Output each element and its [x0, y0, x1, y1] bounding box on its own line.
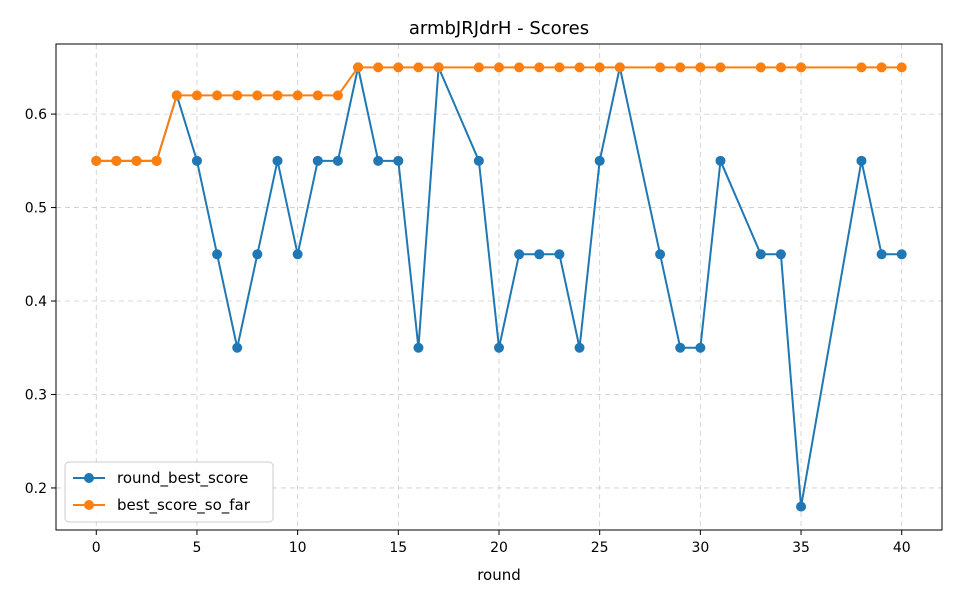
data-point [494, 342, 504, 353]
data-point [111, 155, 122, 166]
data-point [212, 90, 223, 101]
data-point [775, 249, 786, 260]
data-point [896, 62, 907, 73]
data-point [433, 62, 444, 73]
legend-marker [84, 500, 94, 510]
data-point [796, 501, 807, 512]
data-point [775, 62, 786, 73]
data-point [171, 90, 182, 101]
data-point [534, 62, 545, 73]
data-point [373, 62, 384, 73]
series-line [96, 66, 902, 508]
data-point [715, 155, 726, 166]
legend-marker [84, 473, 94, 483]
data-point [856, 155, 867, 166]
legend-box [64, 461, 274, 523]
grid-lines [56, 44, 942, 530]
x-tick-label: 40 [893, 540, 911, 556]
data-point [413, 62, 424, 73]
legend: round_best_score best_score_so_far [64, 461, 274, 523]
data-point [413, 342, 424, 353]
data-point [332, 155, 343, 166]
data-point [312, 90, 323, 101]
data-point [272, 155, 283, 166]
x-tick-label: 25 [591, 540, 609, 556]
data-point [232, 90, 243, 101]
y-tick-label: 0.2 [25, 481, 47, 497]
data-point [473, 62, 484, 73]
data-point [574, 62, 585, 73]
data-point [91, 155, 102, 166]
y-tick-label: 0.3 [25, 387, 47, 403]
legend-item: best_score_so_far [73, 496, 251, 515]
data-point [373, 155, 384, 166]
chart-title: armbJRJdrH - Scores [409, 18, 589, 39]
data-point [514, 62, 525, 73]
series-best-score-so-far [91, 62, 907, 166]
data-point [876, 62, 887, 73]
data-point [796, 62, 807, 73]
x-axis-label: round [477, 566, 521, 584]
data-point [252, 90, 263, 101]
x-tick-label: 35 [792, 540, 810, 556]
data-point [292, 249, 303, 260]
data-point [876, 249, 887, 260]
data-point [574, 342, 585, 353]
data-point [494, 62, 504, 73]
data-point [594, 155, 605, 166]
x-tick-label: 30 [691, 540, 709, 556]
y-tick-label: 0.5 [25, 201, 47, 217]
legend-label: best_score_so_far [117, 496, 251, 515]
data-point [514, 249, 525, 260]
data-point [554, 249, 565, 260]
data-point [393, 155, 404, 166]
data-point [675, 342, 686, 353]
data-point [534, 249, 545, 260]
data-point [191, 155, 202, 166]
data-point [655, 62, 666, 73]
axis-ticks: 0 5 10 15 20 25 30 35 40 0.2 0.3 0.4 0.5 0.6 [25, 107, 911, 556]
y-tick-label: 0.4 [25, 294, 47, 310]
data-point [272, 90, 283, 101]
data-point [755, 62, 766, 73]
data-point [594, 62, 605, 73]
data-point [896, 249, 907, 260]
data-point [655, 249, 666, 260]
data-point [715, 62, 726, 73]
series-layer [91, 62, 907, 512]
data-point [856, 62, 867, 73]
data-point [292, 90, 303, 101]
data-point [393, 62, 404, 73]
data-point [695, 62, 706, 73]
legend-label: round_best_score [117, 469, 248, 488]
data-point [695, 342, 706, 353]
x-tick-label: 5 [192, 540, 201, 556]
data-point [212, 249, 223, 260]
data-point [675, 62, 686, 73]
x-tick-label: 0 [92, 540, 101, 556]
x-tick-label: 10 [289, 540, 307, 556]
data-point [131, 155, 142, 166]
data-point [353, 62, 364, 73]
data-point [191, 90, 202, 101]
data-point [755, 249, 766, 260]
data-point [554, 62, 565, 73]
legend-item: round_best_score [73, 469, 248, 488]
data-point [252, 249, 263, 260]
data-point [614, 62, 625, 73]
y-tick-label: 0.6 [25, 107, 47, 123]
data-point [332, 90, 343, 101]
data-point [312, 155, 323, 166]
data-point [473, 155, 484, 166]
data-point [232, 342, 243, 353]
data-point [151, 155, 162, 166]
x-tick-label: 15 [389, 540, 407, 556]
x-tick-label: 20 [490, 540, 508, 556]
